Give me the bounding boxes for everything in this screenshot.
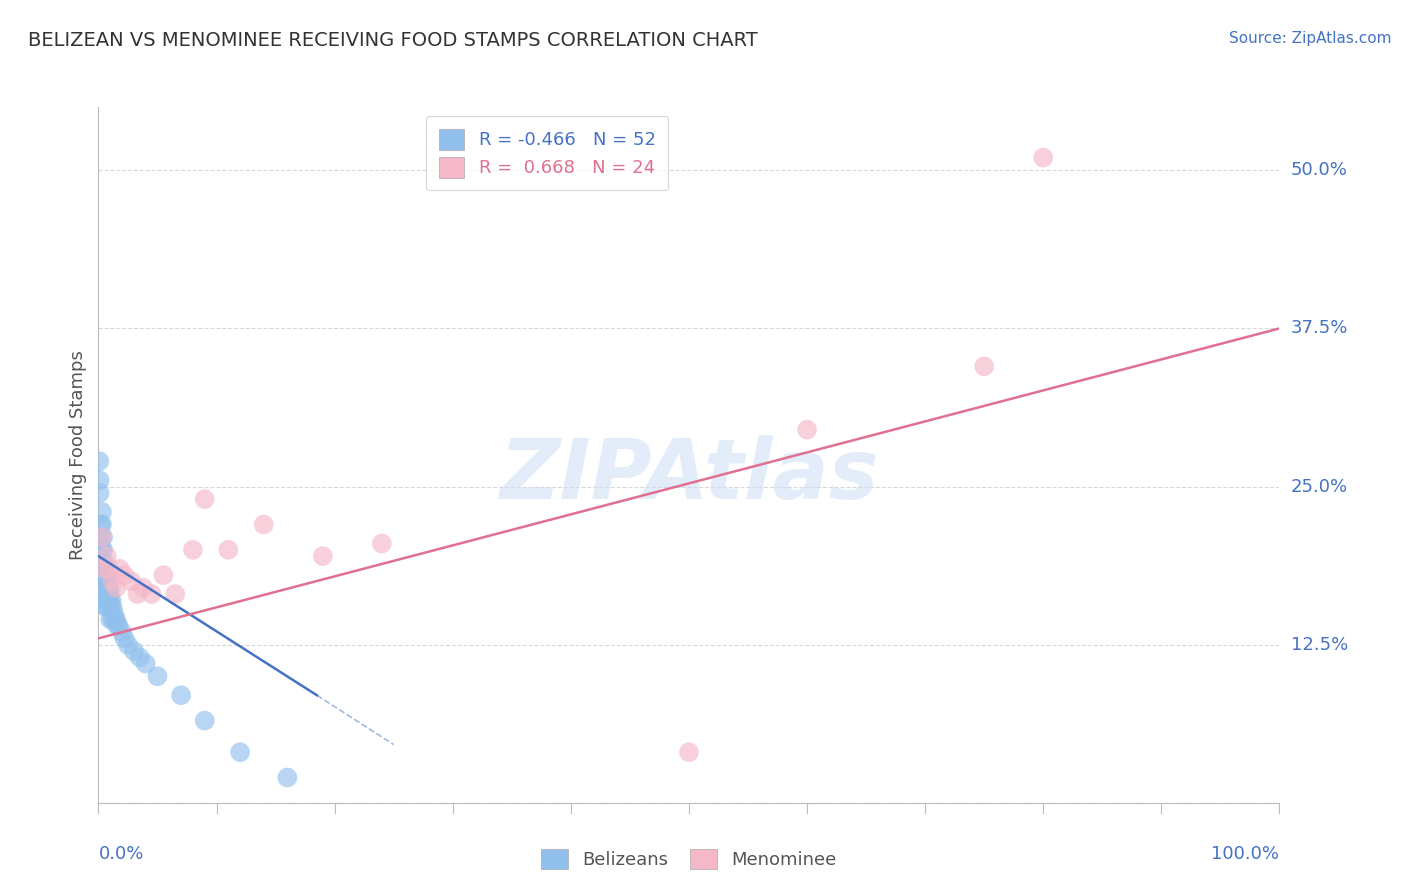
- Point: [91, 562, 114, 576]
- Point: [101, 612, 124, 626]
- Point: [101, 599, 124, 614]
- Point: [127, 587, 149, 601]
- Point: [97, 593, 120, 607]
- Point: [90, 517, 112, 532]
- Point: [96, 574, 118, 589]
- Point: [141, 587, 163, 601]
- Legend: Belizeans, Menominee: Belizeans, Menominee: [531, 839, 846, 879]
- Text: 100.0%: 100.0%: [1212, 845, 1279, 863]
- Point: [90, 542, 112, 557]
- Point: [973, 359, 995, 374]
- Point: [90, 530, 112, 544]
- Point: [94, 562, 117, 576]
- Point: [217, 542, 239, 557]
- Point: [91, 505, 114, 519]
- Point: [91, 556, 114, 570]
- Point: [276, 771, 298, 785]
- Point: [108, 562, 131, 576]
- Point: [96, 599, 118, 614]
- Point: [93, 562, 115, 576]
- Point: [312, 549, 335, 563]
- Point: [94, 574, 117, 589]
- Point: [89, 486, 111, 500]
- Point: [93, 562, 115, 576]
- Legend: R = -0.466   N = 52, R =  0.668   N = 24: R = -0.466 N = 52, R = 0.668 N = 24: [426, 116, 668, 190]
- Text: ZIPAtlas: ZIPAtlas: [499, 435, 879, 516]
- Point: [111, 625, 134, 640]
- Point: [93, 587, 115, 601]
- Point: [91, 517, 114, 532]
- Text: BELIZEAN VS MENOMINEE RECEIVING FOOD STAMPS CORRELATION CHART: BELIZEAN VS MENOMINEE RECEIVING FOOD STA…: [28, 31, 758, 50]
- Y-axis label: Receiving Food Stamps: Receiving Food Stamps: [69, 350, 87, 560]
- Point: [170, 688, 193, 702]
- Point: [98, 587, 121, 601]
- Point: [89, 454, 111, 468]
- Point: [112, 632, 135, 646]
- Point: [101, 574, 124, 589]
- Point: [96, 587, 118, 601]
- Point: [91, 530, 114, 544]
- Point: [107, 618, 129, 632]
- Point: [165, 587, 187, 601]
- Point: [96, 549, 118, 563]
- Point: [91, 530, 114, 544]
- Point: [94, 587, 117, 601]
- Point: [104, 612, 127, 626]
- Point: [91, 574, 114, 589]
- Point: [97, 581, 120, 595]
- Text: 37.5%: 37.5%: [1291, 319, 1348, 337]
- Text: Source: ZipAtlas.com: Source: ZipAtlas.com: [1229, 31, 1392, 46]
- Point: [112, 568, 135, 582]
- Point: [89, 473, 111, 487]
- Point: [105, 612, 128, 626]
- Point: [98, 581, 121, 595]
- Point: [91, 542, 114, 557]
- Point: [152, 568, 174, 582]
- Point: [117, 638, 139, 652]
- Text: 25.0%: 25.0%: [1291, 477, 1348, 496]
- Point: [105, 581, 128, 595]
- Point: [253, 517, 276, 532]
- Point: [100, 593, 122, 607]
- Point: [128, 650, 150, 665]
- Point: [93, 593, 115, 607]
- Point: [135, 657, 157, 671]
- Text: 50.0%: 50.0%: [1291, 161, 1347, 179]
- Point: [98, 593, 121, 607]
- Point: [181, 542, 204, 557]
- Point: [98, 562, 121, 576]
- Point: [371, 536, 394, 550]
- Point: [105, 618, 128, 632]
- Point: [103, 606, 125, 620]
- Point: [146, 669, 169, 683]
- Point: [94, 599, 117, 614]
- Point: [122, 644, 145, 658]
- Point: [98, 612, 121, 626]
- Point: [194, 492, 217, 507]
- Point: [1032, 151, 1054, 165]
- Point: [93, 556, 115, 570]
- Point: [678, 745, 700, 759]
- Point: [796, 423, 818, 437]
- Point: [93, 568, 115, 582]
- Text: 12.5%: 12.5%: [1291, 636, 1348, 654]
- Point: [132, 581, 155, 595]
- Point: [91, 542, 114, 557]
- Point: [229, 745, 252, 759]
- Point: [98, 599, 121, 614]
- Point: [194, 714, 217, 728]
- Text: 0.0%: 0.0%: [98, 845, 143, 863]
- Point: [121, 574, 143, 589]
